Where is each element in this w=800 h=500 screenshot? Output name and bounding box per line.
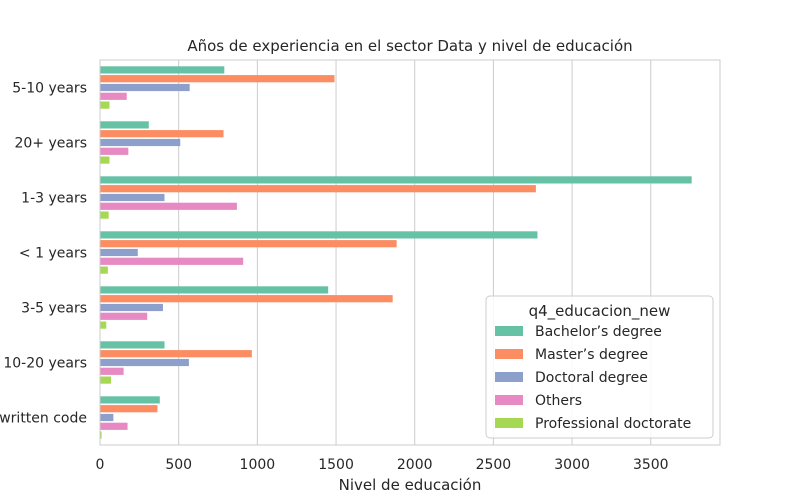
bar — [100, 303, 163, 312]
bar — [100, 321, 107, 329]
x-axis-label: Nivel de educación — [339, 476, 482, 494]
bar — [100, 130, 224, 138]
y-tick-label: I have never written code — [0, 411, 87, 427]
y-tick-label: 1-3 years — [21, 191, 87, 207]
chart-title: Años de experiencia en el sector Data y … — [187, 37, 632, 55]
legend-entry: Others — [535, 393, 582, 409]
bar — [100, 240, 397, 248]
bar — [100, 312, 148, 320]
bar — [100, 121, 149, 129]
bar — [100, 138, 181, 147]
bar — [100, 295, 393, 303]
y-tick-label: 20+ years — [14, 136, 87, 152]
legend-entry: Master’s degree — [535, 347, 648, 363]
bar — [100, 341, 165, 349]
y-tick-label: < 1 years — [19, 246, 87, 262]
y-tick-label: 10-20 years — [3, 356, 87, 372]
legend-entry: Bachelor’s degree — [535, 324, 662, 340]
legend-swatch — [495, 418, 523, 428]
x-tick-label: 2500 — [476, 457, 512, 473]
bar — [100, 396, 160, 404]
grid — [99, 60, 652, 445]
bar — [100, 147, 129, 155]
x-tick-label: 2000 — [397, 457, 433, 473]
bar — [100, 176, 692, 184]
x-tick-label: 1000 — [240, 457, 276, 473]
bar — [100, 211, 109, 219]
bar — [100, 66, 225, 74]
bar — [100, 405, 158, 413]
bar — [100, 413, 114, 422]
bar — [100, 92, 127, 100]
bar — [100, 367, 124, 375]
bar — [100, 101, 110, 109]
x-tick-label: 3500 — [633, 457, 669, 473]
x-tick-label: 0 — [96, 457, 105, 473]
x-tick-label: 500 — [165, 457, 192, 473]
y-tick-label: 5-10 years — [12, 81, 87, 97]
bar — [100, 358, 189, 367]
legend-title: q4_educacion_new — [529, 302, 671, 321]
plot-frame — [99, 59, 721, 446]
bar — [100, 248, 138, 257]
bar — [100, 376, 112, 384]
bar — [100, 266, 108, 274]
bars — [100, 66, 692, 439]
legend: q4_educacion_new Bachelor’s degree Master’… — [485, 295, 714, 439]
legend-swatch — [495, 372, 523, 382]
x-tick-label: 1500 — [318, 457, 354, 473]
legend-entry: Doctoral degree — [535, 370, 648, 386]
x-tick-label: 3000 — [554, 457, 590, 473]
legend-swatch — [495, 395, 523, 405]
legend-swatch — [495, 326, 523, 336]
bar — [100, 202, 237, 210]
bar — [100, 257, 244, 265]
bar — [100, 422, 128, 430]
bar — [100, 156, 110, 164]
bar — [100, 75, 335, 83]
legend-entry: Professional doctorate — [535, 416, 691, 432]
bar — [100, 231, 538, 239]
legend-box — [485, 295, 714, 439]
bar — [100, 83, 190, 92]
bar — [100, 286, 329, 294]
x-axis-ticks: 0 500 1000 1500 2000 2500 3000 3500 — [96, 457, 669, 473]
bar — [100, 431, 102, 439]
y-axis-ticks: 5-10 years 20+ years 1-3 years < 1 years 3-5… — [0, 81, 87, 427]
legend-swatch — [495, 349, 523, 359]
bar — [100, 185, 536, 193]
bar — [100, 350, 252, 358]
y-tick-label: 3-5 years — [21, 301, 87, 317]
bar — [100, 193, 165, 202]
